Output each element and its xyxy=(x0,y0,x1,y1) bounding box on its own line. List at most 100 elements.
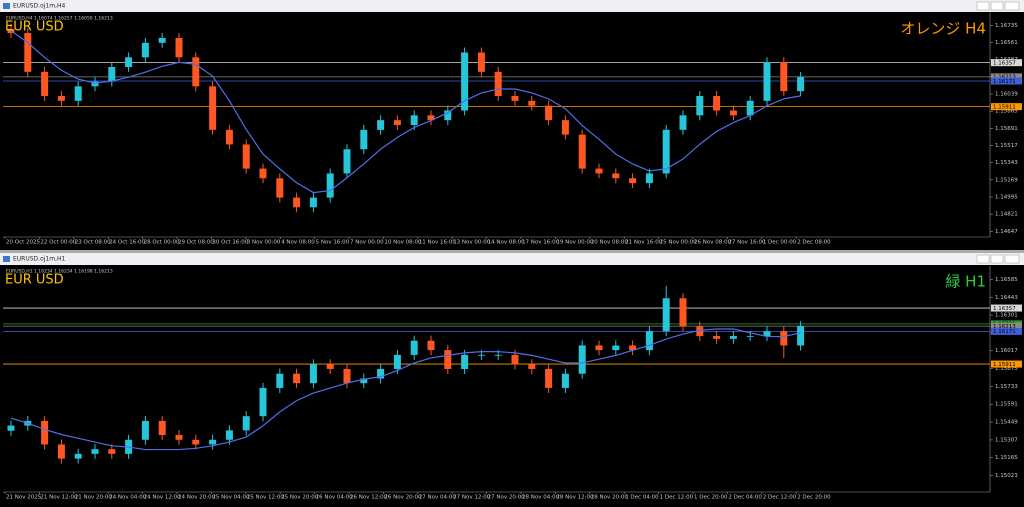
candle-body xyxy=(780,331,788,346)
x-tick-label: 27 Nov 20:00 xyxy=(488,495,526,501)
candle-body xyxy=(108,449,116,454)
x-tick-label: 26 Nov 04:00 xyxy=(316,495,354,501)
x-tick-label: 27 Nov 16:00 xyxy=(728,240,766,246)
price-tag-label: 1.15911 xyxy=(993,104,1016,110)
x-tick-label: 20 Nov 08:00 xyxy=(591,240,629,246)
x-tick-label: 26 Nov 08:00 xyxy=(694,240,732,246)
candle-body xyxy=(141,42,149,58)
candle-body xyxy=(141,420,149,440)
candle-body xyxy=(746,336,754,337)
candle-body xyxy=(679,298,687,327)
x-tick-label: 27 Nov 04:00 xyxy=(419,495,457,501)
candle-body xyxy=(561,120,569,135)
candle-body xyxy=(326,173,334,198)
title-bar xyxy=(0,253,1024,265)
x-tick-label: 14 Nov 08:00 xyxy=(488,240,526,246)
close-button[interactable] xyxy=(1004,1,1020,11)
candle-body xyxy=(74,86,82,101)
chart-window xyxy=(0,0,1024,250)
x-tick-label: 17 Nov 16:00 xyxy=(522,240,560,246)
candle-body xyxy=(209,439,217,445)
candle-body xyxy=(662,129,670,174)
candle-body xyxy=(209,86,217,130)
candle-body xyxy=(797,326,805,346)
maximize-button[interactable] xyxy=(990,1,1004,11)
x-tick-label: 10 Nov 08:00 xyxy=(384,240,422,246)
minimize-button[interactable] xyxy=(976,1,990,11)
title-bar xyxy=(0,0,1024,12)
candle-body xyxy=(696,95,704,116)
x-tick-label: 21 Nov 20:00 xyxy=(75,495,113,501)
candle-body xyxy=(91,81,99,87)
x-tick-label: 28 Nov 20:00 xyxy=(591,495,629,501)
x-tick-label: 19 Nov 00:00 xyxy=(556,240,594,246)
y-tick-label: 1.16301 xyxy=(995,313,1018,319)
close-button[interactable] xyxy=(1004,254,1020,264)
candle-body xyxy=(511,95,519,101)
candle-body xyxy=(511,354,519,365)
x-tick-label: 26 Nov 12:00 xyxy=(350,495,388,501)
timeframe-tag: 緑 H1 xyxy=(945,273,986,291)
x-tick-label: 2 Dec 08:00 xyxy=(797,240,831,246)
window-icon xyxy=(3,3,10,9)
y-tick-label: 1.15169 xyxy=(995,177,1018,183)
candle-body xyxy=(360,129,368,150)
x-tick-label: 30 Oct 16:00 xyxy=(212,240,248,246)
candle-body xyxy=(192,439,200,445)
candle-body xyxy=(780,62,788,92)
candle-body xyxy=(410,115,418,125)
x-tick-label: 1 Dec 00:00 xyxy=(763,240,797,246)
candle-body xyxy=(645,331,653,351)
candle-body xyxy=(225,430,233,440)
candle-body xyxy=(293,373,301,384)
y-tick-label: 1.15733 xyxy=(995,384,1018,390)
candle-body xyxy=(729,110,737,116)
x-tick-label: 25 Nov 00:00 xyxy=(660,240,698,246)
x-tick-label: 24 Nov 04:00 xyxy=(109,495,147,501)
price-tag xyxy=(991,59,1022,67)
price-tag-label: 1.15911 xyxy=(993,362,1016,368)
candle-body xyxy=(545,368,553,388)
candle-body xyxy=(393,354,401,369)
x-tick-label: 1 Dec 20:00 xyxy=(694,495,728,501)
candle-body xyxy=(444,110,452,121)
candle-body xyxy=(276,178,284,198)
price-tag-label: 1.16357 xyxy=(993,306,1016,312)
candle-body xyxy=(595,168,603,174)
candle-body xyxy=(612,345,620,351)
window-icon xyxy=(3,256,10,262)
chart-info: EURUSD,H4 1.16074 1.16257 1.16050 1.1621… xyxy=(6,16,113,22)
chart-info: EURUSD,H1 1.16234 1.16234 1.16198 1.1621… xyxy=(6,269,113,275)
candle-body xyxy=(797,76,805,92)
candle-body xyxy=(225,129,233,145)
x-tick-label: 21 Nov 2025 xyxy=(6,495,42,501)
candle-body xyxy=(494,71,502,96)
candle-body xyxy=(629,345,637,351)
y-tick-label: 1.15165 xyxy=(995,455,1018,461)
candle-body xyxy=(578,134,586,169)
candle-body xyxy=(729,336,737,339)
x-tick-label: 26 Nov 20:00 xyxy=(384,495,422,501)
candle-body xyxy=(24,33,32,72)
candle-body xyxy=(175,435,183,440)
candle-body xyxy=(545,105,553,121)
candle-body xyxy=(309,364,317,384)
moving-average xyxy=(10,30,801,194)
maximize-button[interactable] xyxy=(990,254,1004,264)
candle-body xyxy=(192,57,200,87)
candle-body xyxy=(74,453,82,459)
candle-body xyxy=(461,52,469,111)
x-tick-label: 28 Oct 00:00 xyxy=(144,240,180,246)
candle-body xyxy=(713,336,721,339)
minimize-button[interactable] xyxy=(976,254,990,264)
candle-body xyxy=(259,168,267,179)
candle-body xyxy=(175,37,183,58)
y-tick-label: 1.16585 xyxy=(995,277,1018,283)
candle-body xyxy=(662,298,670,332)
candle-body xyxy=(276,373,284,388)
candle-body xyxy=(41,71,49,96)
candle-body xyxy=(477,52,485,72)
x-tick-label: 29 Oct 08:00 xyxy=(178,240,214,246)
x-tick-label: 1 Dec 12:00 xyxy=(660,495,694,501)
candle-body xyxy=(259,387,267,417)
